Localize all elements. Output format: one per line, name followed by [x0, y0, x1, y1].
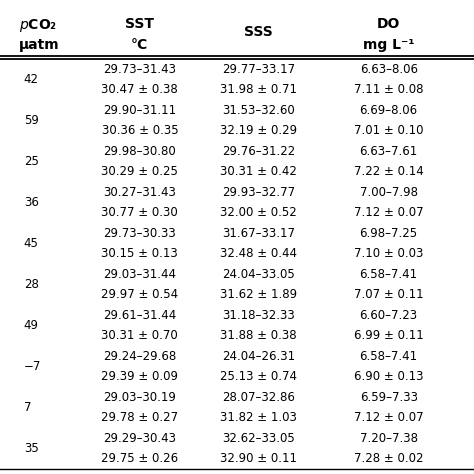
- Text: 29.73–31.43: 29.73–31.43: [103, 63, 176, 75]
- Text: 31.67–33.17: 31.67–33.17: [222, 227, 295, 240]
- Text: 29.29–30.43: 29.29–30.43: [103, 432, 176, 445]
- Text: 29.75 ± 0.26: 29.75 ± 0.26: [101, 453, 178, 465]
- Text: mg L⁻¹: mg L⁻¹: [363, 38, 414, 52]
- Text: 7.20–7.38: 7.20–7.38: [360, 432, 418, 445]
- Text: 59: 59: [24, 114, 38, 127]
- Text: DO: DO: [377, 17, 401, 31]
- Text: 30.31 ± 0.70: 30.31 ± 0.70: [101, 329, 178, 342]
- Text: 31.98 ± 0.71: 31.98 ± 0.71: [220, 83, 297, 96]
- Text: 36: 36: [24, 196, 38, 209]
- Text: μatm: μatm: [19, 38, 60, 52]
- Text: 6.69–8.06: 6.69–8.06: [360, 104, 418, 117]
- Text: SSS: SSS: [244, 25, 273, 39]
- Text: 30.29 ± 0.25: 30.29 ± 0.25: [101, 165, 178, 178]
- Text: 29.61–31.44: 29.61–31.44: [103, 309, 176, 322]
- Text: 28.07–32.86: 28.07–32.86: [222, 391, 295, 404]
- Text: 29.03–30.19: 29.03–30.19: [103, 391, 176, 404]
- Text: 6.99 ± 0.11: 6.99 ± 0.11: [354, 329, 424, 342]
- Text: 32.00 ± 0.52: 32.00 ± 0.52: [220, 206, 297, 219]
- Text: °C: °C: [131, 38, 148, 52]
- Text: 24.04–26.31: 24.04–26.31: [222, 350, 295, 363]
- Text: 7.28 ± 0.02: 7.28 ± 0.02: [354, 453, 423, 465]
- Text: 31.18–32.33: 31.18–32.33: [222, 309, 295, 322]
- Text: 31.53–32.60: 31.53–32.60: [222, 104, 295, 117]
- Text: 25.13 ± 0.74: 25.13 ± 0.74: [220, 370, 297, 383]
- Text: 6.63–8.06: 6.63–8.06: [360, 63, 418, 75]
- Text: 31.62 ± 1.89: 31.62 ± 1.89: [220, 288, 297, 301]
- Text: 7.10 ± 0.03: 7.10 ± 0.03: [354, 247, 423, 260]
- Text: 6.58–7.41: 6.58–7.41: [360, 350, 418, 363]
- Text: 35: 35: [24, 442, 38, 455]
- Text: 30.47 ± 0.38: 30.47 ± 0.38: [101, 83, 178, 96]
- Text: 29.24–29.68: 29.24–29.68: [103, 350, 176, 363]
- Text: 7.12 ± 0.07: 7.12 ± 0.07: [354, 206, 423, 219]
- Text: 24.04–33.05: 24.04–33.05: [222, 268, 295, 281]
- Text: 6.60–7.23: 6.60–7.23: [360, 309, 418, 322]
- Text: 29.03–31.44: 29.03–31.44: [103, 268, 176, 281]
- Text: 32.19 ± 0.29: 32.19 ± 0.29: [220, 124, 297, 137]
- Text: 49: 49: [24, 319, 39, 332]
- Text: 31.88 ± 0.38: 31.88 ± 0.38: [220, 329, 297, 342]
- Text: 32.90 ± 0.11: 32.90 ± 0.11: [220, 453, 297, 465]
- Text: 29.90–31.11: 29.90–31.11: [103, 104, 176, 117]
- Text: 31.82 ± 1.03: 31.82 ± 1.03: [220, 411, 297, 424]
- Text: 29.98–30.80: 29.98–30.80: [103, 145, 176, 158]
- Text: 29.39 ± 0.09: 29.39 ± 0.09: [101, 370, 178, 383]
- Text: 7.22 ± 0.14: 7.22 ± 0.14: [354, 165, 424, 178]
- Text: 32.62–33.05: 32.62–33.05: [222, 432, 295, 445]
- Text: 6.59–7.33: 6.59–7.33: [360, 391, 418, 404]
- Text: 7: 7: [24, 401, 31, 414]
- Text: 30.36 ± 0.35: 30.36 ± 0.35: [101, 124, 178, 137]
- Text: −7: −7: [24, 360, 41, 373]
- Text: 45: 45: [24, 237, 38, 250]
- Text: 29.93–32.77: 29.93–32.77: [222, 186, 295, 199]
- Text: 29.73–30.33: 29.73–30.33: [103, 227, 176, 240]
- Text: 6.98–7.25: 6.98–7.25: [360, 227, 418, 240]
- Text: 6.90 ± 0.13: 6.90 ± 0.13: [354, 370, 423, 383]
- Text: 30.27–31.43: 30.27–31.43: [103, 186, 176, 199]
- Text: 7.07 ± 0.11: 7.07 ± 0.11: [354, 288, 423, 301]
- Text: SST: SST: [125, 17, 155, 31]
- Text: 7.01 ± 0.10: 7.01 ± 0.10: [354, 124, 423, 137]
- Text: 32.48 ± 0.44: 32.48 ± 0.44: [220, 247, 297, 260]
- Text: 29.97 ± 0.54: 29.97 ± 0.54: [101, 288, 178, 301]
- Text: 29.77–33.17: 29.77–33.17: [222, 63, 295, 75]
- Text: 29.78 ± 0.27: 29.78 ± 0.27: [101, 411, 178, 424]
- Text: 28: 28: [24, 278, 38, 291]
- Text: 29.76–31.22: 29.76–31.22: [222, 145, 295, 158]
- Text: 7.12 ± 0.07: 7.12 ± 0.07: [354, 411, 423, 424]
- Text: 25: 25: [24, 155, 38, 168]
- Text: 6.63–7.61: 6.63–7.61: [360, 145, 418, 158]
- Text: 42: 42: [24, 73, 39, 86]
- Text: $p$CO₂: $p$CO₂: [19, 17, 57, 34]
- Text: 7.11 ± 0.08: 7.11 ± 0.08: [354, 83, 423, 96]
- Text: 30.15 ± 0.13: 30.15 ± 0.13: [101, 247, 178, 260]
- Text: 7.00–7.98: 7.00–7.98: [360, 186, 418, 199]
- Text: 30.31 ± 0.42: 30.31 ± 0.42: [220, 165, 297, 178]
- Text: 6.58–7.41: 6.58–7.41: [360, 268, 418, 281]
- Text: 30.77 ± 0.30: 30.77 ± 0.30: [101, 206, 178, 219]
